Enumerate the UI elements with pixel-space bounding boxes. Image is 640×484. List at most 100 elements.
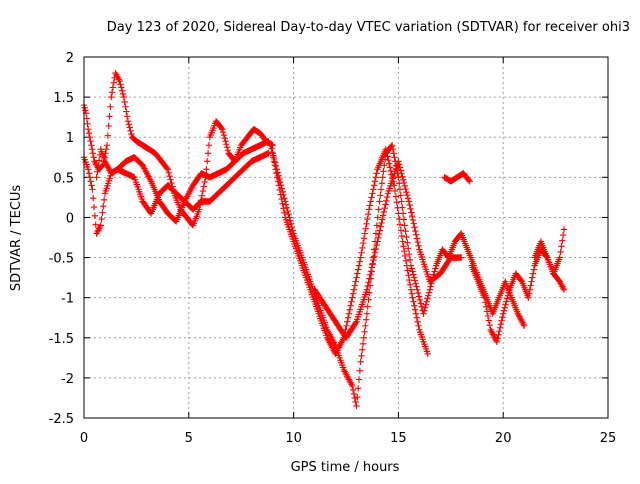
data-point	[287, 217, 294, 224]
data-point	[343, 322, 350, 329]
data-point	[426, 286, 434, 293]
data-point	[406, 256, 414, 264]
data-point	[518, 318, 526, 325]
data-point	[120, 93, 128, 101]
data-point	[362, 225, 369, 232]
data-point	[408, 213, 416, 220]
data-point	[398, 232, 405, 240]
data-point	[382, 201, 389, 208]
data-point	[557, 248, 564, 256]
data-point	[103, 146, 110, 153]
data-point	[358, 352, 365, 360]
data-point	[349, 382, 356, 390]
data-point	[98, 215, 105, 223]
data-point	[165, 169, 172, 176]
data-point	[405, 272, 412, 279]
data-point	[482, 299, 489, 306]
data-point	[84, 166, 92, 173]
data-point	[373, 170, 380, 177]
y-tick-label: -2.5	[49, 412, 74, 427]
data-point	[373, 242, 380, 249]
data-point	[517, 315, 524, 322]
data-point	[357, 358, 364, 366]
data-point	[389, 146, 397, 153]
data-point	[356, 367, 364, 374]
data-point	[274, 174, 281, 181]
data-point	[499, 314, 506, 321]
data-point	[526, 286, 534, 293]
data-point	[395, 158, 402, 165]
data-point	[466, 178, 473, 185]
data-point	[350, 286, 358, 293]
data-point	[412, 280, 419, 287]
data-point	[373, 222, 381, 229]
data-point	[503, 298, 510, 305]
data-point	[412, 227, 419, 235]
data-point	[349, 294, 356, 301]
data-point	[284, 207, 291, 215]
data-point	[354, 385, 362, 392]
data-point	[410, 298, 417, 305]
data-point	[381, 204, 388, 212]
data-point	[517, 316, 525, 323]
data-point	[365, 211, 372, 218]
data-point	[560, 226, 568, 233]
data-point	[405, 198, 413, 205]
data-point	[104, 164, 112, 171]
data-point	[122, 103, 129, 110]
data-point	[502, 301, 509, 308]
data-point	[351, 282, 359, 289]
data-point	[422, 301, 430, 308]
y-tick-label: 0	[66, 211, 74, 226]
data-point	[90, 194, 97, 202]
data-point	[495, 331, 502, 338]
data-point	[484, 312, 492, 320]
data-point	[164, 166, 172, 173]
data-point	[391, 187, 399, 195]
data-point	[397, 167, 405, 174]
data-point	[383, 197, 390, 204]
data-point	[496, 328, 503, 335]
x-axis-label: GPS time / hours	[291, 460, 400, 475]
data-point	[366, 202, 374, 209]
x-tick-label: 25	[600, 431, 617, 446]
data-point	[406, 201, 413, 209]
data-point	[399, 238, 406, 245]
ticks-layer: 0 5 10 15 20 25 -2.5 -2 -1.5 -1 -0.5 0 0.5 1 1.5 2	[49, 51, 617, 446]
data-point	[408, 290, 416, 297]
series-track-6	[311, 158, 465, 341]
data-point	[166, 172, 173, 180]
data-point	[404, 239, 411, 246]
data-point	[525, 290, 533, 297]
data-point	[402, 227, 409, 235]
data-point	[516, 313, 523, 320]
data-point	[88, 142, 95, 149]
series-track-9	[531, 226, 568, 277]
data-point	[367, 198, 374, 205]
data-point	[558, 243, 565, 250]
data-point	[383, 193, 391, 201]
data-point	[409, 268, 416, 275]
data-point	[167, 176, 174, 183]
data-point	[369, 190, 376, 197]
data-point	[397, 227, 405, 234]
data-point	[380, 208, 388, 216]
data-point	[268, 145, 275, 152]
y-tick-label: -0.5	[49, 252, 74, 267]
data-point	[350, 390, 358, 398]
data-point	[530, 266, 538, 273]
y-tick-label: 1.5	[53, 91, 74, 106]
data-point	[412, 310, 420, 317]
data-point	[413, 314, 421, 321]
data-point	[411, 306, 419, 313]
data-point	[347, 302, 354, 309]
data-point	[494, 335, 501, 342]
data-point	[378, 219, 385, 227]
data-point	[118, 87, 126, 94]
data-point	[83, 115, 90, 122]
data-point	[104, 132, 112, 139]
data-point	[527, 282, 534, 289]
data-point	[278, 195, 285, 203]
data-point	[279, 200, 286, 207]
data-point	[402, 185, 409, 193]
